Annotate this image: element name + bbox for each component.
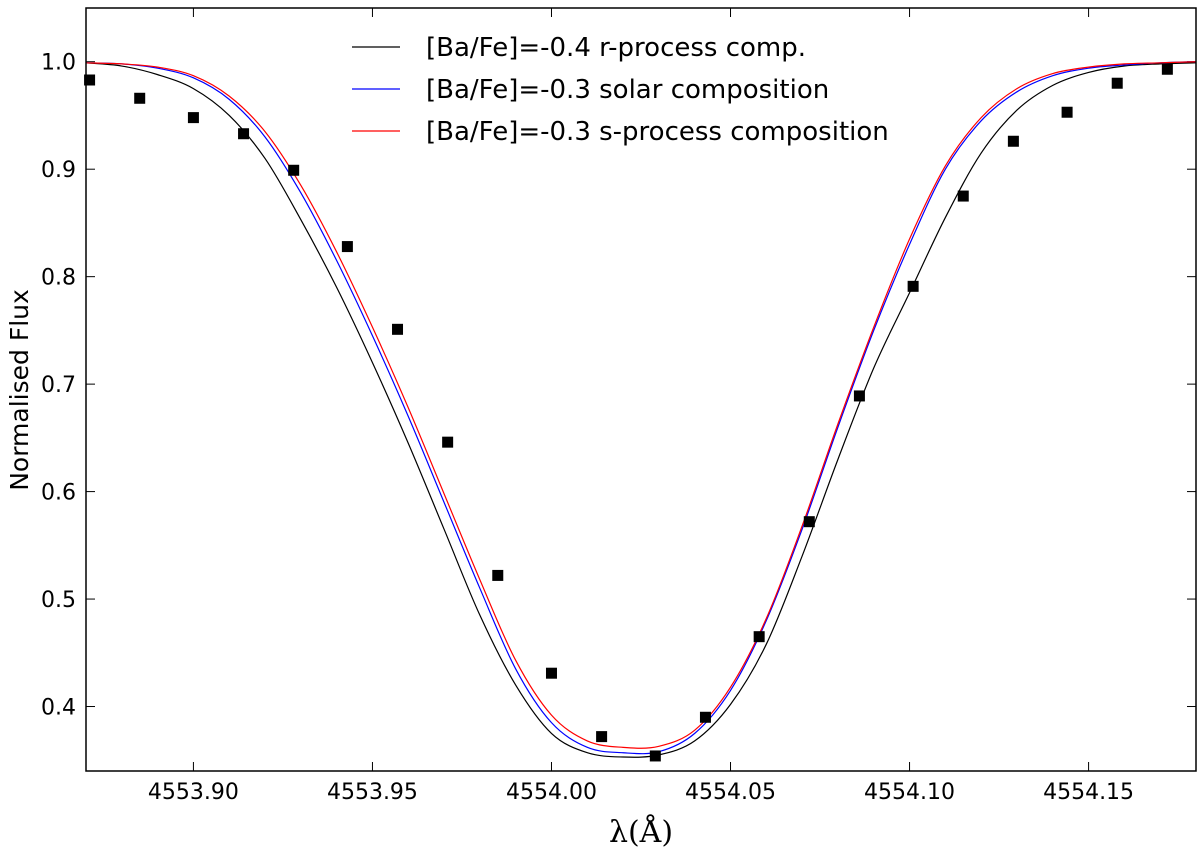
x-axis-title: λ(Å) (609, 814, 673, 850)
y-axis-title: Normalised Flux (5, 289, 34, 491)
legend-label: [Ba/Fe]=-0.4 r-process comp. (426, 33, 806, 63)
legend-label: [Ba/Fe]=-0.3 s-process composition (426, 117, 889, 147)
observed-point (288, 164, 300, 176)
observed-point (134, 92, 146, 104)
x-tick-label: 4553.90 (148, 780, 239, 805)
series-line-ba-fe-0-3-s-process-composition (85, 61, 1197, 749)
x-tick-label: 4554.05 (685, 780, 776, 805)
observed-point (649, 750, 661, 762)
axis-ticks: 4553.90 4553.95 4554.00 4554.05 4554.10 4554.… (41, 8, 1196, 805)
observed-markers (84, 63, 1173, 762)
series-lines (85, 61, 1197, 758)
observed-point (442, 436, 454, 448)
series-line-ba-fe-0-3-solar-composition (85, 61, 1197, 755)
y-tick-label: 0.6 (41, 481, 76, 506)
x-tick-label: 4553.95 (327, 780, 418, 805)
observed-point (907, 280, 919, 292)
observed-point (1111, 77, 1123, 89)
x-tick-label: 4554.00 (506, 780, 597, 805)
observed-point (699, 711, 711, 723)
observed-point (187, 112, 199, 124)
observed-point (84, 74, 96, 86)
observed-point (596, 731, 608, 743)
y-tick-label: 0.4 (41, 696, 76, 721)
observed-point (238, 128, 250, 140)
observed-point (1007, 135, 1019, 147)
observed-point (492, 569, 504, 581)
plot-frame (85, 7, 1197, 772)
x-tick-label: 4554.10 (864, 780, 955, 805)
observed-point (957, 190, 969, 202)
observed-point (545, 667, 557, 679)
legend-label: [Ba/Fe]=-0.3 solar composition (426, 75, 829, 105)
observed-point (753, 631, 765, 643)
y-tick-label: 0.5 (41, 588, 76, 613)
observed-point (392, 323, 404, 335)
observed-point (341, 241, 353, 253)
x-tick-label: 4554.15 (1043, 780, 1134, 805)
legend: [Ba/Fe]=-0.4 r-process comp. [Ba/Fe]=-0.3… (352, 33, 889, 147)
y-tick-label: 0.8 (41, 266, 76, 291)
y-tick-label: 0.9 (41, 158, 76, 183)
observed-point (803, 516, 815, 528)
observed-point (1161, 63, 1173, 75)
y-tick-label: 1.0 (41, 51, 76, 76)
observed-point (1061, 106, 1073, 118)
y-tick-label: 0.7 (41, 373, 76, 398)
series-line-ba-fe-0-4-r-process-comp (85, 62, 1197, 758)
observed-point (853, 390, 865, 402)
